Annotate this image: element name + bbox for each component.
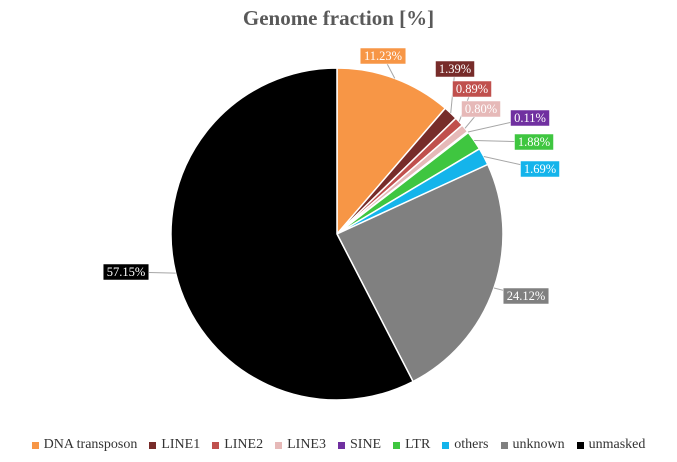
legend-swatch [338,441,345,449]
data-label-box [502,287,550,305]
data-label-box [452,80,492,98]
legend-swatch [212,441,220,449]
data-label-box [510,109,550,127]
legend-label: LINE1 [161,437,201,452]
data-label: 1.88% [514,133,554,151]
legend-item-sine: SINE [338,437,381,453]
legend-label: LTR [405,437,431,452]
legend-swatch [442,441,450,449]
legend-label: others [454,437,489,452]
data-label-box [514,133,554,151]
data-label-text: 1.39% [439,62,471,76]
legend-item-line3: LINE3 [275,437,326,453]
data-label: 0.89% [452,80,492,98]
data-label-text: 24.12% [507,289,546,303]
legend-label: unmasked [588,437,646,452]
data-label-text: 0.80% [465,102,497,116]
data-label-box [359,47,407,65]
legend-item-ltr: LTR [393,437,430,453]
data-label: 0.80% [461,100,501,118]
data-label-text: 0.89% [456,82,488,96]
data-label-text: 11.23% [364,49,402,63]
data-label-box [520,160,560,178]
legend-swatch [393,441,401,449]
data-label-box [461,100,501,118]
data-label-text: 57.15% [107,265,146,279]
legend-item-others: others [442,437,489,453]
legend-swatch [31,441,39,449]
legend-label: DNA transposon [43,437,138,452]
data-label: 1.39% [435,60,475,78]
data-label: 57.15% [102,263,150,281]
data-label: 0.11% [510,109,550,127]
pie-slice-unknown [335,163,504,383]
data-label-text: 1.88% [518,135,550,149]
chart-title: Genome fraction [%] [242,6,435,30]
pie-slice-dna-transposon [336,67,447,237]
legend-label: LINE2 [224,437,264,452]
legend-item-line2: LINE2 [212,437,263,453]
legend-item-unknown: unknown [500,437,565,453]
legend-swatch [576,441,584,449]
data-label: 1.69% [520,160,560,178]
legend-label: SINE [350,437,382,452]
legend-item-unmasked: unmasked [576,437,646,453]
data-label-box [435,60,475,78]
legend-item-dna-transposon: DNA transposon [31,437,138,453]
data-label-box [102,263,150,281]
data-label: 11.23% [359,47,407,65]
legend: DNA transposon LINE1 LINE2 LINE3 SINE LTR othe… [0,437,677,453]
legend-item-line1: LINE1 [149,437,200,453]
data-label-text: 1.69% [524,162,556,176]
data-label: 24.12% [502,287,550,305]
data-label-text: 0.11% [514,111,546,125]
legend-label: LINE3 [287,437,326,452]
legend-swatch [275,441,283,449]
legend-label: unknown [512,437,565,452]
legend-swatch [500,441,508,449]
legend-swatch [149,441,157,449]
